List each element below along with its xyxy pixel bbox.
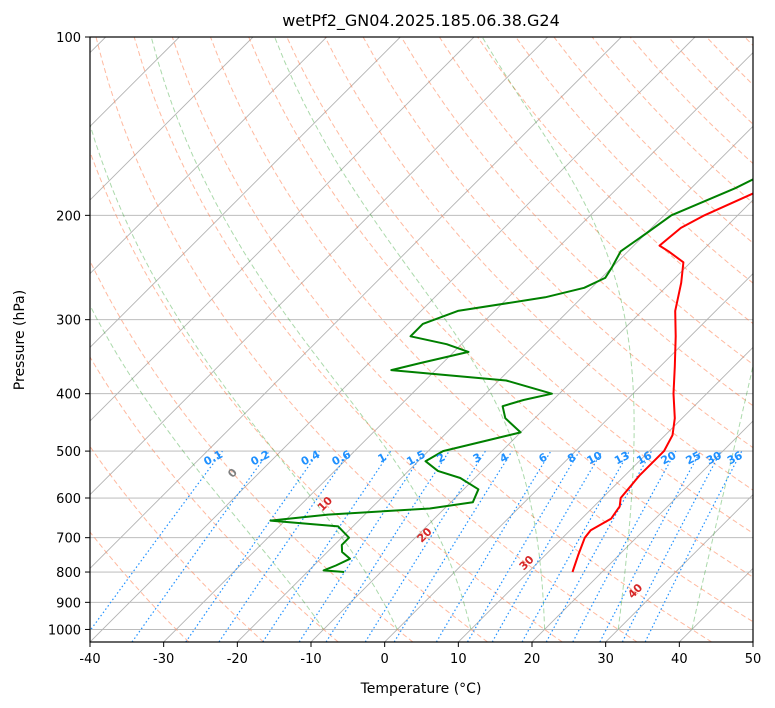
y-tick-label: 300 bbox=[56, 314, 81, 329]
y-tick-label: 900 bbox=[56, 596, 81, 611]
x-tick-label: 10 bbox=[450, 652, 467, 667]
y-tick-label: 400 bbox=[56, 388, 81, 403]
mixing-ratio-label: 13 bbox=[612, 449, 632, 468]
x-tick-label: -30 bbox=[153, 652, 174, 667]
mixing-ratio-label: 25 bbox=[684, 449, 704, 468]
y-tick-label: 700 bbox=[56, 532, 81, 547]
isotherm-line bbox=[90, 37, 327, 275]
mixing-ratio-label: 30 bbox=[704, 449, 724, 468]
x-axis-label: Temperature (°C) bbox=[360, 681, 482, 697]
y-axis-label: Pressure (hPa) bbox=[12, 290, 28, 390]
moist-adiabat-line bbox=[150, 37, 472, 630]
isotherm-line bbox=[90, 37, 622, 569]
moist-adiabat-line bbox=[691, 363, 753, 630]
y-tick-label: 1000 bbox=[48, 623, 81, 638]
mixing-ratio-line bbox=[218, 450, 351, 642]
dry-adiabat-line bbox=[90, 259, 414, 642]
isotherm-line bbox=[90, 37, 254, 201]
isotherm-line bbox=[90, 37, 548, 496]
dry-adiabat-line bbox=[210, 37, 753, 623]
dry-adiabat-line bbox=[248, 37, 753, 578]
mixing-ratio-label: 36 bbox=[725, 449, 745, 468]
y-tick-label: 800 bbox=[56, 566, 81, 581]
mixing-ratio-line bbox=[298, 450, 425, 642]
dewpoint-profile-line bbox=[269, 178, 753, 573]
mixing-ratio-label: 20 bbox=[659, 449, 679, 468]
dry-adiabat-line bbox=[95, 37, 563, 642]
dry-adiabat-line bbox=[171, 37, 712, 642]
isotherm-line bbox=[90, 37, 401, 348]
x-tick-label: 50 bbox=[745, 652, 762, 667]
moist-adiabat-line bbox=[90, 123, 398, 630]
dry-adiabat-line bbox=[324, 37, 753, 491]
mixing-ratio-line bbox=[325, 450, 450, 642]
x-tick-label: 40 bbox=[671, 652, 688, 667]
y-tick-label: 600 bbox=[56, 492, 81, 507]
moist-adiabat-line bbox=[90, 304, 325, 630]
mixing-ratio-label: 16 bbox=[634, 449, 654, 468]
mixing-ratio-line bbox=[521, 450, 631, 642]
isotherm-line bbox=[531, 420, 753, 642]
dry-adiabat-line bbox=[90, 356, 339, 642]
mixing-ratio-label: 10 bbox=[585, 449, 605, 468]
x-tick-label: -20 bbox=[227, 652, 248, 667]
x-tick-label: -10 bbox=[300, 652, 321, 667]
x-tick-label: 30 bbox=[597, 652, 614, 667]
isotherm-line bbox=[237, 125, 753, 642]
dry-adiabat-line bbox=[90, 150, 488, 642]
mixing-ratio-line bbox=[90, 450, 223, 632]
isotherm-line bbox=[458, 346, 753, 642]
plot-frame bbox=[89, 36, 754, 643]
mixing-ratio-line bbox=[393, 450, 513, 642]
moist-adiabat-line bbox=[274, 37, 546, 630]
mixing-ratio-line bbox=[185, 450, 320, 642]
x-tick-label: 20 bbox=[524, 652, 541, 667]
x-tick-label: 0 bbox=[381, 652, 389, 667]
mixing-ratio-line bbox=[572, 450, 677, 642]
dry-adiabat-line bbox=[133, 37, 638, 642]
mixing-ratio-line bbox=[545, 450, 653, 642]
x-tick-label: -40 bbox=[79, 652, 100, 667]
isotherm-line bbox=[384, 273, 753, 642]
y-tick-label: 500 bbox=[56, 445, 81, 460]
isotherm-line bbox=[90, 37, 696, 642]
chart-title: wetPf2_GN04.2025.185.06.38.G24 bbox=[282, 11, 560, 31]
isotherm-line bbox=[163, 52, 753, 642]
mixing-ratio-line bbox=[131, 450, 270, 642]
temperature-profile-line bbox=[571, 192, 753, 573]
isotherm-line bbox=[605, 494, 753, 642]
moist-adiabat-line bbox=[481, 37, 635, 630]
dry-adiabat-line bbox=[438, 37, 753, 366]
dry-adiabat-line bbox=[90, 531, 190, 642]
mixing-ratio-line bbox=[262, 450, 392, 642]
dry-adiabat-line bbox=[515, 37, 753, 284]
dry-adiabat-line bbox=[90, 445, 264, 642]
y-tick-label: 100 bbox=[56, 31, 81, 46]
isotherm-line bbox=[90, 37, 475, 422]
y-tick-label: 200 bbox=[56, 209, 81, 224]
mixing-ratio-line bbox=[644, 450, 743, 642]
